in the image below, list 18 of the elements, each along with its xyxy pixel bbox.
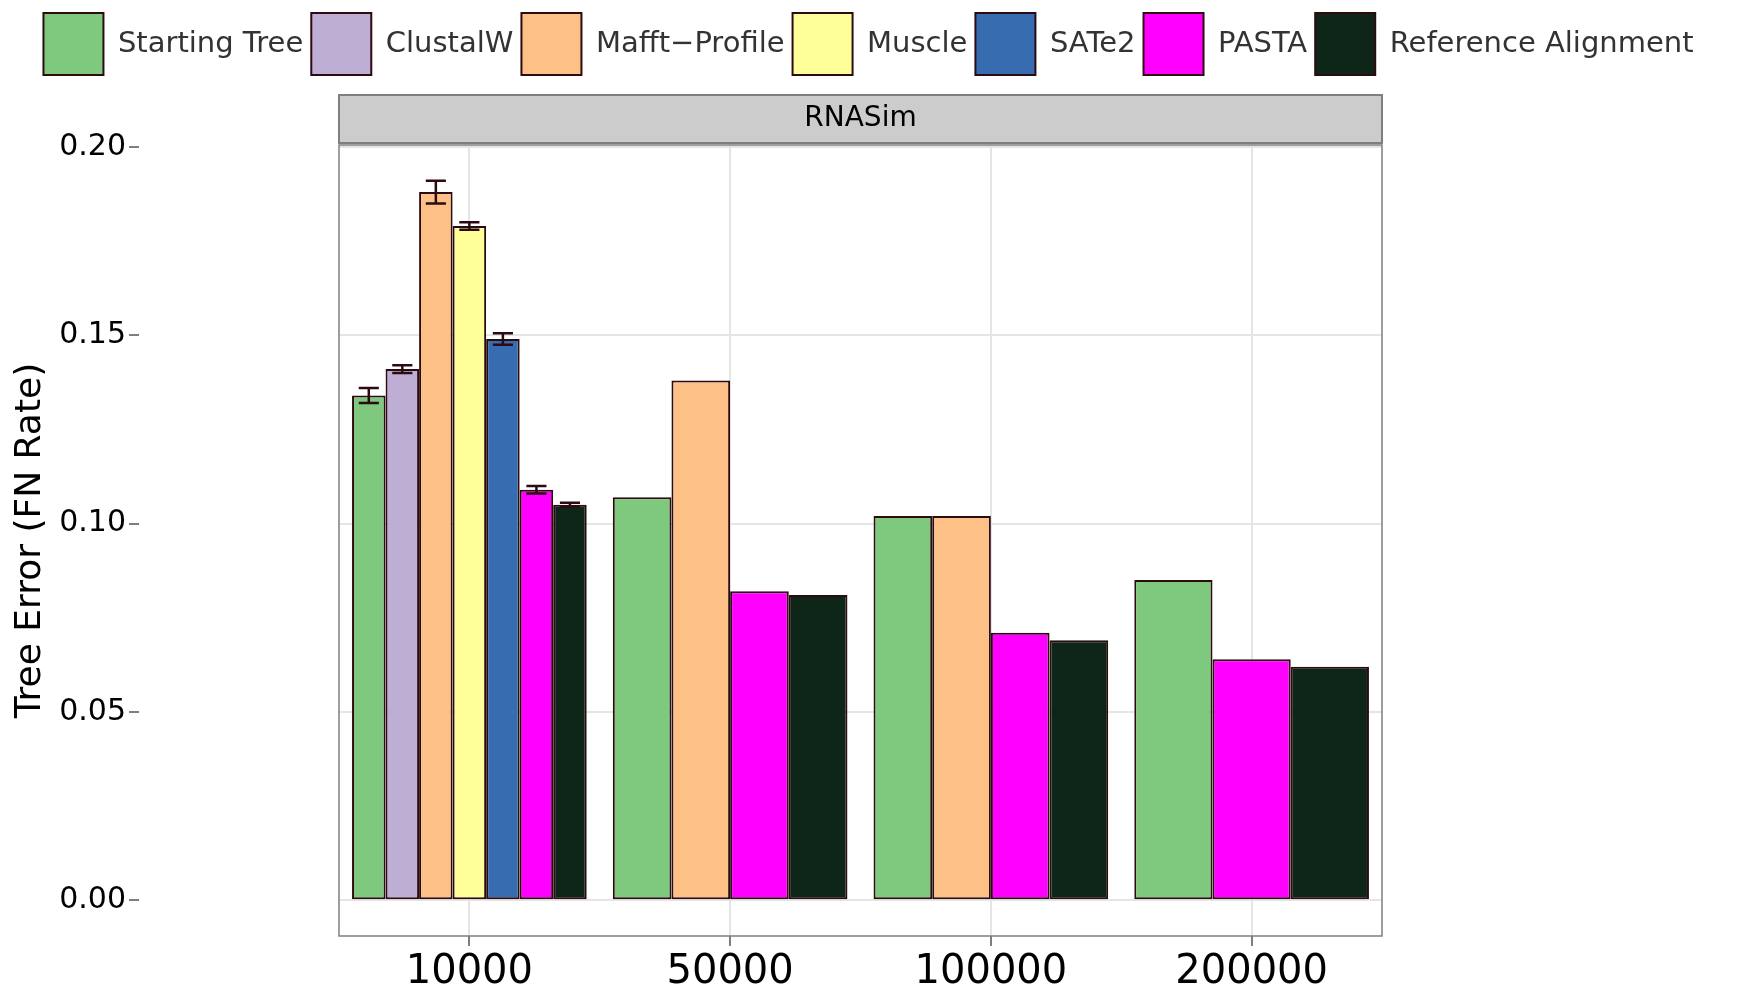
- y-tick-label: 0.15: [59, 315, 126, 351]
- y-tick-label: 0.20: [59, 126, 126, 162]
- x-tick-label: 200000: [1175, 946, 1328, 993]
- legend-label: Starting Tree: [117, 24, 304, 59]
- legend-label: Muscle: [867, 24, 968, 59]
- legend-label: Reference Alignment: [1389, 24, 1694, 59]
- y-axis-title: Tree Error (FN Rate): [6, 362, 48, 720]
- legend-label: SATe2: [1049, 24, 1136, 59]
- x-tick-label: 100000: [914, 946, 1068, 993]
- chart-title: RNASim: [804, 100, 917, 134]
- y-tick-label: 0.00: [59, 880, 126, 916]
- y-tick-label: 0.05: [59, 691, 126, 727]
- y-tick-label: 0.10: [59, 503, 126, 539]
- x-tick-label: 10000: [405, 946, 533, 993]
- legend-label: ClustalW: [385, 24, 514, 59]
- legend-label: Mafft−Profile: [595, 24, 785, 59]
- legend-label: PASTA: [1218, 24, 1308, 59]
- x-tick-label: 50000: [666, 946, 794, 993]
